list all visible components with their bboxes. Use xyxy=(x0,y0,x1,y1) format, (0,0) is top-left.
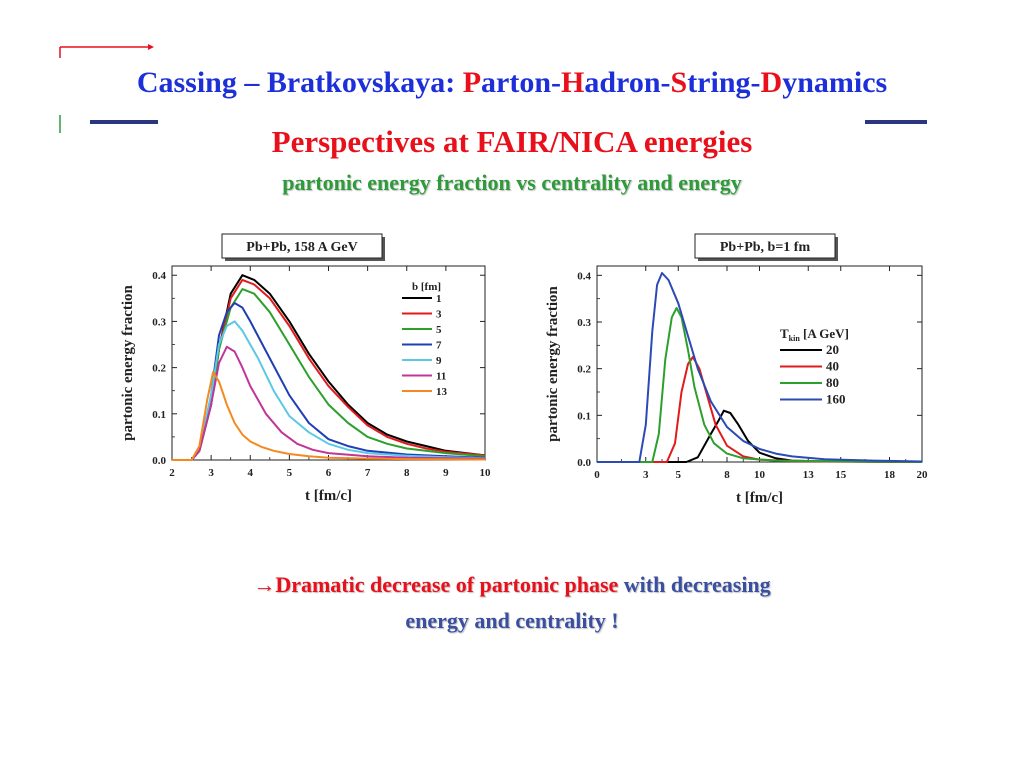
series-line-40 xyxy=(597,356,923,463)
y-tick-label: 0.0 xyxy=(152,455,166,467)
x-tick-label: 3 xyxy=(208,467,214,479)
legend-label-80: 80 xyxy=(826,375,839,390)
conclusion-line-1: →Dramatic decrease of partonic phase wit… xyxy=(0,572,1024,598)
legend-label-11: 11 xyxy=(436,371,446,383)
y-tick-label: 0.4 xyxy=(577,270,591,282)
conclusion-line-2: energy and centrality ! xyxy=(405,608,619,633)
legend-label-5: 5 xyxy=(436,324,442,336)
conclusion-red-text: Dramatic decrease of partonic phase xyxy=(275,572,619,597)
title-part-string: String- xyxy=(670,66,761,99)
x-tick-label: 8 xyxy=(404,467,410,479)
title-box xyxy=(694,233,836,259)
y-axis-label: partonic energy fraction xyxy=(120,284,136,440)
legend-label-20: 20 xyxy=(826,342,839,357)
title-prefix: Cassing – Bratkovskaya: xyxy=(136,66,463,99)
conclusion-blue-text: with decreasing xyxy=(618,572,771,597)
chart-title: Pb+Pb, b=1 fm xyxy=(720,240,811,255)
legend-label-7: 7 xyxy=(436,340,442,352)
y-tick-label: 0.1 xyxy=(152,409,166,421)
y-tick-label: 0.2 xyxy=(577,364,591,376)
x-tick-label: 13 xyxy=(803,469,815,481)
x-tick-label: 5 xyxy=(287,467,293,479)
legend-label-40: 40 xyxy=(826,359,839,374)
x-tick-label: 18 xyxy=(884,469,896,481)
x-tick-label: 0 xyxy=(594,469,600,481)
legend-title: Tkin [A GeV] xyxy=(780,326,849,343)
series-line-80 xyxy=(597,307,923,463)
x-tick-label: 3 xyxy=(643,469,649,481)
series-line-9 xyxy=(172,320,486,461)
title-part-hadron: Hadron- xyxy=(561,66,671,99)
corner-bracket-decoration xyxy=(59,44,154,133)
legend-label-9: 9 xyxy=(436,355,442,367)
title-part-dynamics: Dynamics xyxy=(760,66,888,99)
left-title-bar xyxy=(90,120,158,124)
slide-title: Cassing – Bratkovskaya: Parton-Hadron-St… xyxy=(0,66,1024,100)
y-tick-label: 0.0 xyxy=(577,457,591,469)
x-axis-label: t [fm/c] xyxy=(736,490,783,506)
chart-caption: partonic energy fraction vs centrality a… xyxy=(282,170,742,195)
y-tick-label: 0.3 xyxy=(152,316,166,328)
legend-title: b [fm] xyxy=(412,281,441,293)
legend-label-160: 160 xyxy=(826,392,846,407)
x-tick-label: 20 xyxy=(917,469,929,481)
legend-label-3: 3 xyxy=(436,309,442,321)
right-title-bar xyxy=(865,120,927,124)
x-tick-label: 5 xyxy=(676,469,682,481)
x-tick-label: 8 xyxy=(724,469,730,481)
legend-label-1: 1 xyxy=(436,293,442,305)
x-tick-label: 10 xyxy=(480,467,492,479)
title-part-parton: Parton- xyxy=(462,66,562,99)
x-tick-label: 6 xyxy=(326,467,332,479)
x-tick-label: 10 xyxy=(754,469,766,481)
chart-energy: 0 3 5 8 10 13 15 18 20 0.0 0.1 0.2 0.3 0.4 t [fm/c] par… xyxy=(545,233,929,506)
y-axis-label: partonic energy fraction xyxy=(545,285,561,441)
y-tick-label: 0.3 xyxy=(577,317,591,329)
x-tick-label: 7 xyxy=(365,467,371,479)
plot-frame xyxy=(596,265,923,463)
slide-subtitle: Perspectives at FAIR/NICA energies xyxy=(271,124,753,159)
x-tick-label: 2 xyxy=(169,467,175,479)
conclusion-arrow: → xyxy=(253,572,276,597)
title-box xyxy=(221,233,383,259)
chart-centrality: 2 3 4 5 6 7 8 9 10 0.0 0.1 0.2 0.3 0.4 t [fm/c] partoni… xyxy=(120,233,492,504)
y-tick-label: 0.1 xyxy=(577,410,591,422)
y-tick-label: 0.2 xyxy=(152,363,166,375)
x-tick-label: 15 xyxy=(835,469,847,481)
y-tick-label: 0.4 xyxy=(152,270,166,282)
series-line-13 xyxy=(172,371,486,461)
series-line-11 xyxy=(172,345,486,461)
chart-title: Pb+Pb, 158 A GeV xyxy=(246,240,357,255)
x-tick-label: 9 xyxy=(443,467,449,479)
x-axis-label: t [fm/c] xyxy=(305,488,352,504)
series-line-160 xyxy=(597,272,923,463)
legend-label-13: 13 xyxy=(436,386,448,398)
x-tick-label: 4 xyxy=(248,467,254,479)
